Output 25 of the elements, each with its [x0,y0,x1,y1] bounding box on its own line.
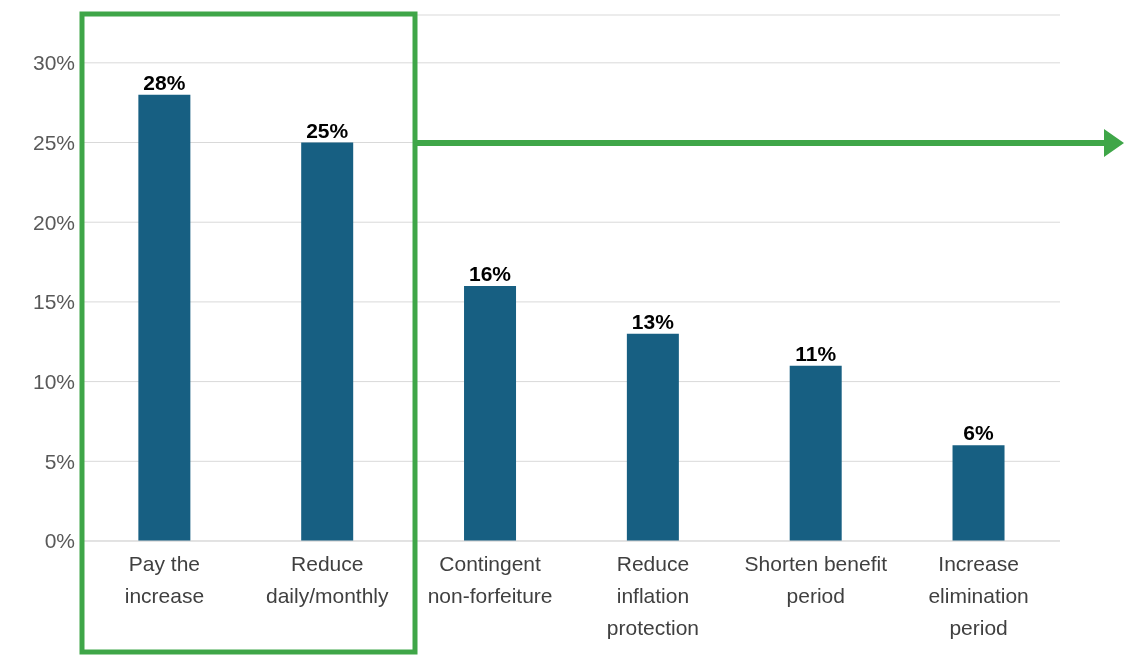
y-tick-label: 10% [32,370,75,394]
data-label: 11% [795,341,837,365]
x-tick-label: Reduce daily/monthly [265,552,390,607]
y-tick-label: 5% [44,449,75,473]
y-tick-label: 0% [44,529,75,553]
bar [138,94,191,541]
data-label: 6% [963,421,995,445]
bar [952,445,1005,541]
bar [789,365,842,541]
y-tick-label: 30% [32,51,75,75]
y-tick-label: 25% [32,130,75,154]
data-label: 16% [469,261,512,285]
x-tick-label: Pay the increase [124,552,205,607]
bar [626,333,679,541]
bar [301,142,354,541]
x-tick-label: Increase elimination period [928,552,1029,639]
data-label: 28% [143,70,186,94]
x-tick-label: Contingent non-forfeiture [427,552,553,607]
x-tick-label: Reduce inflation protection [606,552,700,639]
data-label: 13% [631,309,675,333]
data-label: 25% [306,118,349,142]
x-tick-label: Shorten benefit period [744,552,888,607]
y-tick-label: 15% [32,290,75,314]
bar [464,285,517,541]
y-tick-label: 20% [32,210,75,234]
